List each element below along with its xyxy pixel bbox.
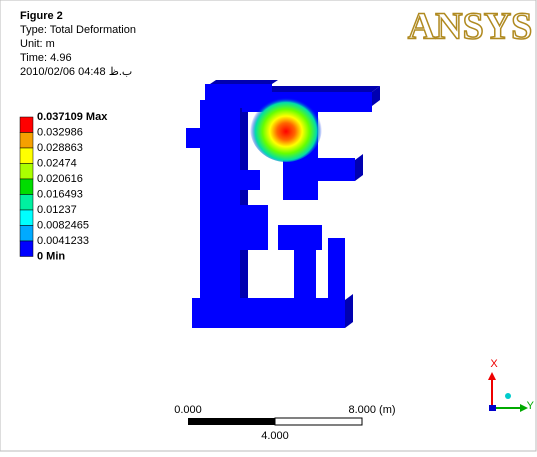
- legend-swatch: [20, 133, 33, 149]
- legend-label: 0.037109 Max: [37, 111, 108, 123]
- scale-bar-light: [275, 418, 362, 425]
- result-type: Type: Total Deformation: [20, 24, 136, 36]
- legend-swatch: [20, 117, 33, 133]
- scale-bar-dark: [188, 418, 275, 425]
- legend-label: 0.028863: [37, 142, 83, 154]
- time: Time: 4.96: [20, 52, 72, 64]
- legend-label: 0.01237: [37, 204, 77, 216]
- legend-label: 0.0041233: [37, 235, 89, 247]
- legend-swatch: [20, 241, 33, 257]
- legend-swatch: [20, 226, 33, 242]
- legend-swatch: [20, 179, 33, 195]
- legend-swatch: [20, 210, 33, 226]
- scale-start: 0.000: [174, 404, 202, 416]
- legend-label: 0.02474: [37, 157, 77, 169]
- logo: ANSYS: [408, 6, 533, 48]
- figure-title: Figure 2: [20, 10, 63, 22]
- date: 2010/02/06 04:48 ب.ظ: [20, 66, 132, 78]
- axis-x-label: X: [490, 358, 498, 370]
- scale-end: 8.000 (m): [348, 404, 395, 416]
- legend-swatch: [20, 195, 33, 211]
- viewport: Figure 2 Type: Total Deformation Unit: m…: [0, 0, 537, 452]
- axis-y-label: Y: [527, 400, 535, 412]
- legend-label: 0.032986: [37, 126, 83, 138]
- legend-swatch: [20, 148, 33, 164]
- legend-label: 0.020616: [37, 173, 83, 185]
- unit: Unit: m: [20, 38, 55, 50]
- scale-middle: 4.000: [261, 430, 289, 442]
- legend-label: 0 Min: [37, 250, 65, 262]
- legend-label: 0.0082465: [37, 219, 89, 231]
- legend-label: 0.016493: [37, 188, 83, 200]
- legend-swatch: [20, 164, 33, 180]
